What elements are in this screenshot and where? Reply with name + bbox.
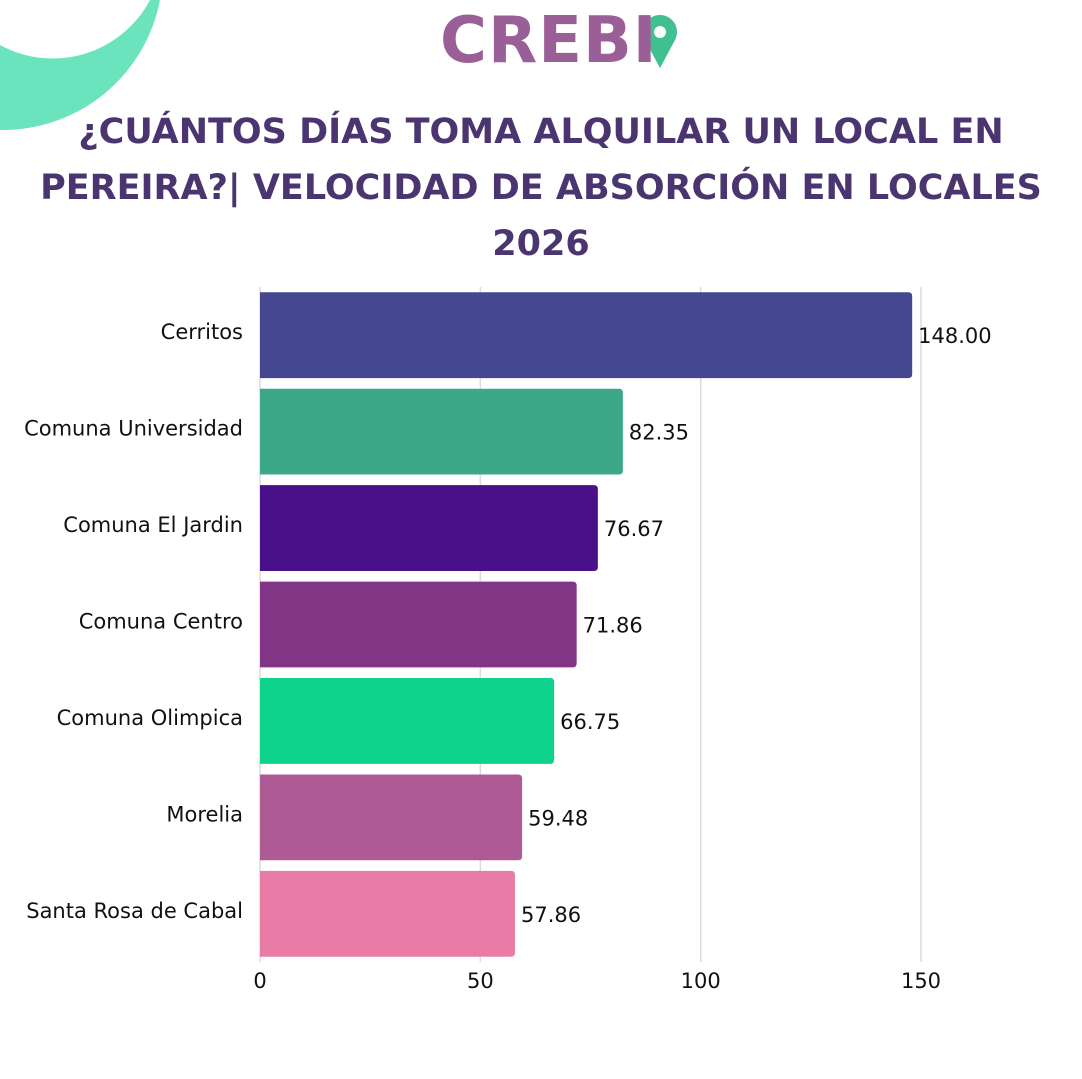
logo: CREBI (440, 4, 658, 78)
chart-title: ¿CUÁNTOS DÍAS TOMA ALQUILAR UN LOCAL EN … (40, 112, 1042, 264)
pin-icon (643, 14, 677, 68)
bar (260, 581, 577, 668)
y-tick-label: Santa Rosa de Cabal (26, 899, 243, 923)
bar (260, 678, 555, 764)
y-tick-label: Comuna Universidad (24, 417, 243, 441)
value-label: 82.35 (629, 421, 689, 445)
bar (260, 292, 913, 379)
value-label: 71.86 (583, 614, 643, 638)
bar (260, 388, 623, 475)
decoration (0, 0, 160, 131)
value-label: 59.48 (528, 806, 588, 830)
x-tick-label: 150 (901, 969, 941, 993)
value-label: 66.75 (560, 710, 620, 734)
x-tick-label: 100 (681, 969, 721, 993)
y-tick-label: Comuna Centro (79, 610, 243, 634)
x-tick-label: 0 (253, 969, 266, 993)
value-label: 148.00 (918, 324, 991, 348)
y-tick-label: Comuna Olimpica (57, 706, 243, 730)
y-tick-label: Morelia (166, 802, 243, 826)
x-tick-label: 50 (467, 969, 494, 993)
y-tick-label: Comuna El Jardin (63, 513, 243, 537)
value-label: 57.86 (521, 903, 581, 927)
y-tick-label: Cerritos (161, 320, 243, 344)
bar (260, 774, 523, 861)
bar (260, 485, 598, 571)
bar (260, 870, 515, 957)
value-label: 76.67 (604, 517, 664, 541)
